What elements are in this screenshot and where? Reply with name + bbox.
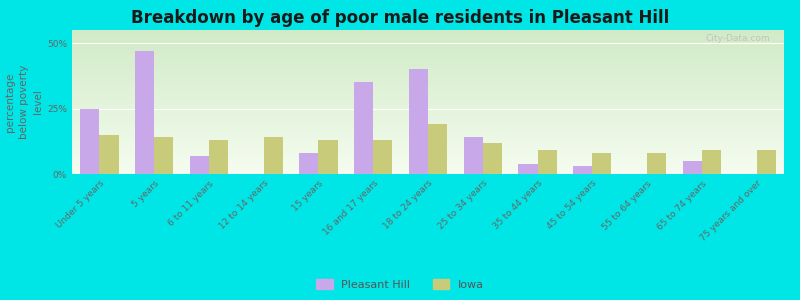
Legend: Pleasant Hill, Iowa: Pleasant Hill, Iowa	[311, 275, 489, 294]
Bar	[757, 150, 776, 174]
Bar	[299, 153, 318, 174]
Text: Breakdown by age of poor male residents in Pleasant Hill: Breakdown by age of poor male residents …	[131, 9, 669, 27]
Bar	[99, 135, 118, 174]
Bar	[80, 109, 99, 174]
Bar	[190, 156, 209, 174]
Bar	[354, 82, 374, 174]
Bar	[482, 142, 502, 174]
Bar	[647, 153, 666, 174]
Bar	[318, 140, 338, 174]
Bar	[592, 153, 611, 174]
Bar	[135, 51, 154, 174]
Y-axis label: percentage
below poverty
level: percentage below poverty level	[5, 65, 43, 139]
Bar	[154, 137, 174, 174]
Bar	[573, 166, 592, 174]
Bar	[209, 140, 228, 174]
Bar	[682, 161, 702, 174]
Bar	[702, 150, 721, 174]
Bar	[374, 140, 393, 174]
Bar	[428, 124, 447, 174]
Text: City-Data.com: City-Data.com	[705, 34, 770, 43]
Bar	[518, 164, 538, 174]
Bar	[264, 137, 283, 174]
Bar	[409, 69, 428, 174]
Bar	[464, 137, 482, 174]
Bar	[538, 150, 557, 174]
